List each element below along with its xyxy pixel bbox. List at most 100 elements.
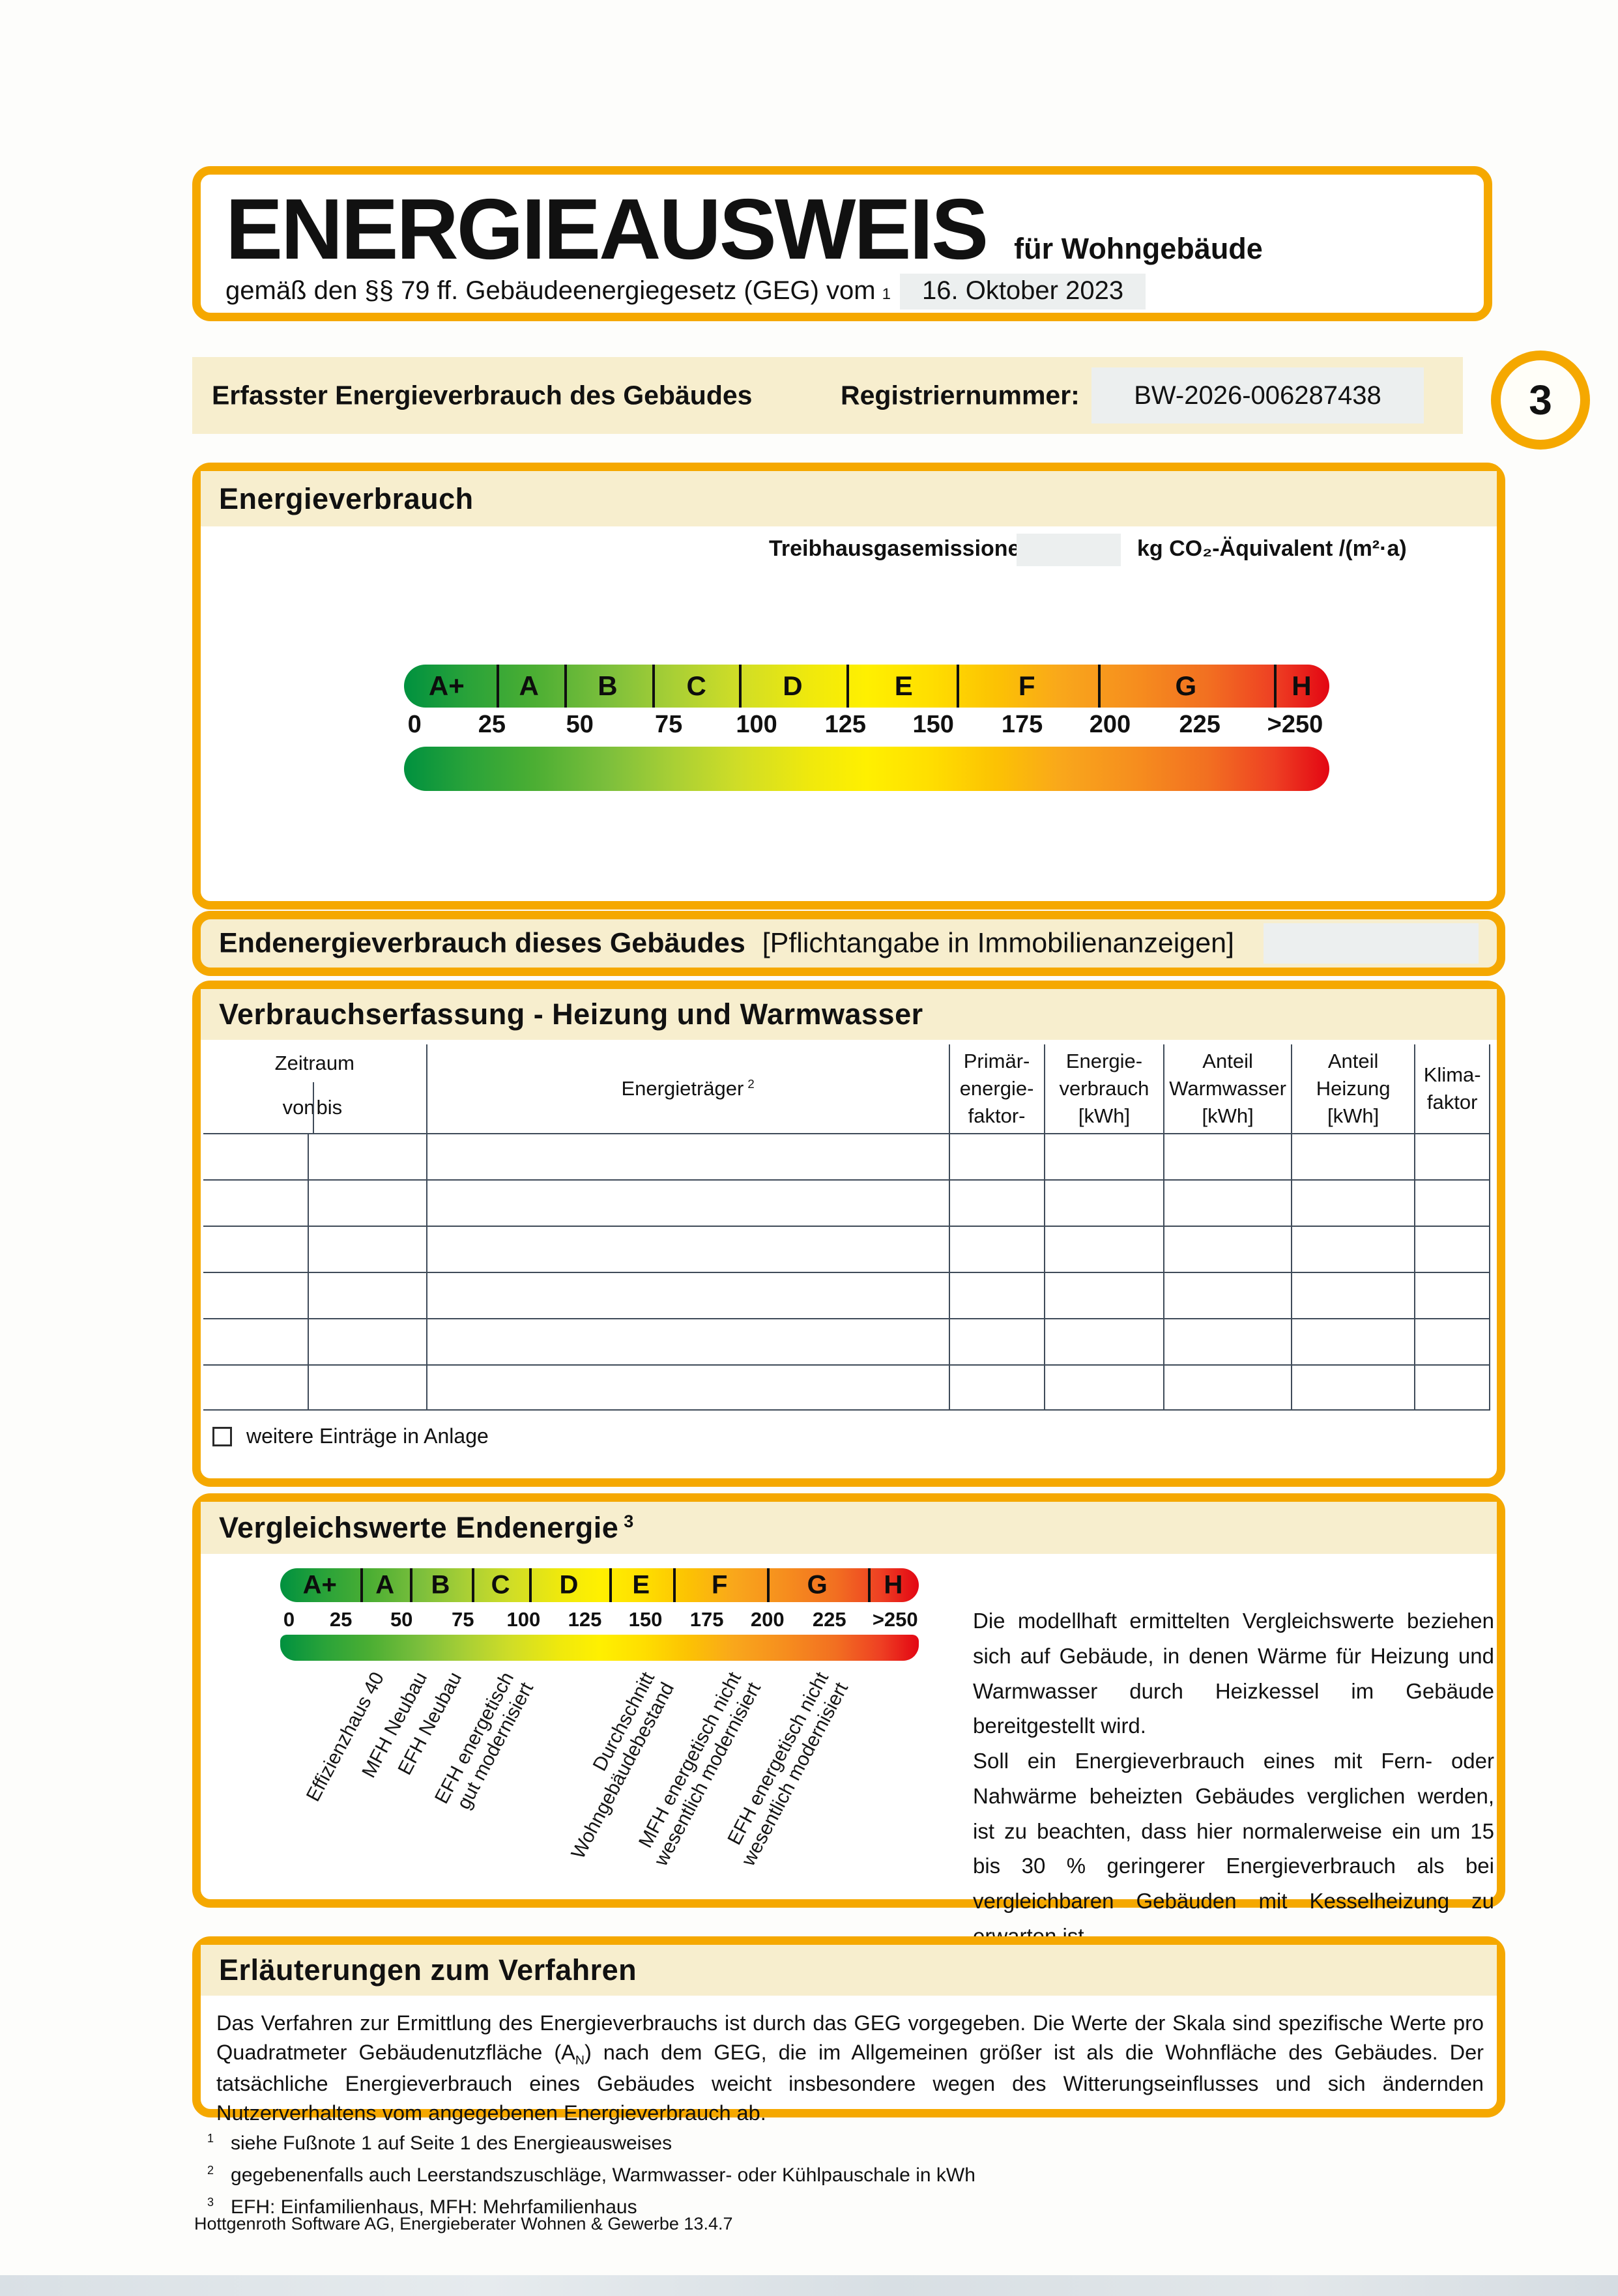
law-reference: gemäß den §§ 79 ff. Gebäudeenergiegesetz…: [225, 276, 876, 305]
section-header-bar: Erfasster Energieverbrauch des Gebäudes …: [192, 357, 1463, 434]
col-header-anteil-heizung: Anteil Heizung [kWh]: [1290, 1044, 1415, 1133]
scale-divider: [564, 665, 567, 708]
scale-tick: >250: [872, 1608, 918, 1631]
scale-tick: 125: [568, 1608, 602, 1631]
energieverbrauch-title: Energieverbrauch: [219, 481, 474, 515]
more-entries-label: weitere Einträge in Anlage: [246, 1424, 489, 1448]
scale-tick: 25: [329, 1608, 353, 1631]
scale-tick: 150: [912, 711, 954, 738]
table-cell: [426, 1272, 949, 1318]
table-cell: [948, 1179, 1044, 1226]
document-title: ENERGIEAUSWEIS: [225, 181, 989, 277]
scale-class-label: E: [632, 1570, 650, 1600]
scale-tick: 200: [750, 1608, 785, 1631]
scale-tick: 225: [1179, 711, 1221, 738]
verbrauchserfassung-header: Verbrauchserfassung - Heizung und Warmwa…: [201, 989, 1497, 1040]
scale-tick: 150: [628, 1608, 663, 1631]
table-cell: [1043, 1226, 1164, 1272]
document-title-suffix: für Wohngebäude: [1014, 232, 1263, 265]
scale-tick: 75: [452, 1608, 474, 1631]
page-number-badge: 3: [1491, 351, 1590, 450]
table-cell: [203, 1364, 308, 1411]
table-cell: [1163, 1364, 1291, 1411]
table-cell: [1414, 1364, 1490, 1411]
table-cell: [948, 1133, 1044, 1179]
ghg-unit: kg CO₂-Äquivalent /(m²·a): [1137, 536, 1407, 561]
energieverbrauch-box: Energieverbrauch Treibhausgasemissionen …: [192, 463, 1505, 910]
table-cell: [1290, 1272, 1415, 1318]
scale-divider: [956, 665, 959, 708]
table-cell: [426, 1364, 949, 1411]
comparison-scale-letter-band: A+ A B C D E F G H: [280, 1568, 919, 1602]
endenergie-title: Endenergieverbrauch dieses Gebäudes: [219, 927, 745, 959]
scale-class-label: C: [686, 670, 706, 701]
table-cell: [1163, 1226, 1291, 1272]
ghg-value-placeholder: [1017, 534, 1121, 566]
table-cell: [1043, 1318, 1164, 1364]
table-cell: [426, 1133, 949, 1179]
scale-divider: [1098, 665, 1101, 708]
scale-divider: [1273, 665, 1277, 708]
table-cell: [307, 1179, 426, 1226]
scale-divider: [739, 665, 742, 708]
table-cell: [1414, 1133, 1490, 1179]
col-header-primaerenergiefaktor: Primär- energie- faktor-: [948, 1044, 1044, 1133]
scale-divider: [360, 1568, 363, 1602]
energy-scale-letter-band: A+ A B C D E F G H: [404, 665, 1329, 708]
scale-class-label: A+: [302, 1570, 337, 1600]
table-cell: [1043, 1272, 1164, 1318]
energy-scale-gradient-band: [404, 747, 1329, 791]
scale-tick: 50: [566, 711, 594, 738]
col-header-energieverbrauch: Energie- verbrauch [kWh]: [1043, 1044, 1164, 1133]
scan-artifact-strip: [0, 2275, 1618, 2296]
table-cell: [307, 1318, 426, 1364]
scale-class-label: H: [1292, 670, 1312, 701]
scale-divider: [867, 1568, 871, 1602]
table-cell: [307, 1133, 426, 1179]
scale-tick: 50: [390, 1608, 413, 1631]
scale-class-label: F: [1018, 670, 1035, 701]
table-cell: [426, 1318, 949, 1364]
scale-tick: 0: [407, 711, 422, 738]
table-cell: [948, 1364, 1044, 1411]
table-cell: [203, 1272, 308, 1318]
table-cell: [1414, 1318, 1490, 1364]
erlaeuterungen-box: Erläuterungen zum Verfahren Das Verfahre…: [192, 1936, 1505, 2125]
footnote-1: 1 siehe Fußnote 1 auf Seite 1 des Energie…: [207, 2132, 672, 2154]
scale-class-label: H: [884, 1570, 903, 1600]
law-date: 16. Oktober 2023: [899, 274, 1146, 309]
table-cell: [426, 1179, 949, 1226]
table-cell: [203, 1226, 308, 1272]
verbrauchserfassung-title: Verbrauchserfassung - Heizung und Warmwa…: [219, 997, 923, 1031]
more-entries-checkbox[interactable]: [212, 1426, 232, 1446]
vergleichswerte-title: Vergleichswerte Endenergie 3: [219, 1511, 634, 1544]
scale-class-label: D: [559, 1570, 579, 1600]
col-header-energietraeger: Energieträger 2: [426, 1044, 949, 1133]
table-cell: [1290, 1133, 1415, 1179]
vergleichswerte-paragraph-1: Die modellhaft ermittelten Vergleichswer…: [973, 1609, 1494, 1738]
register-number-label: Registriernummer:: [841, 380, 1080, 410]
col-header-klimafaktor: Klima- faktor: [1414, 1044, 1490, 1133]
endenergie-value-placeholder: [1264, 923, 1479, 964]
col-header-von: von: [282, 1096, 315, 1119]
scale-divider: [846, 665, 849, 708]
footnote-3: 3 EFH: Einfamilienhaus, MFH: Mehrfamilien…: [207, 2196, 637, 2218]
table-cell: [203, 1179, 308, 1226]
table-cell: [307, 1364, 426, 1411]
scale-tick: 175: [1001, 711, 1043, 738]
table-cell: [1163, 1179, 1291, 1226]
register-number-value: BW-2026-006287438: [1091, 367, 1424, 423]
footnote-2: 2 gegebenenfalls auch Leerstandszuschläge…: [207, 2164, 975, 2186]
table-cell: [1163, 1318, 1291, 1364]
law-footnote-ref: 1: [882, 285, 891, 303]
table-cell: [1290, 1318, 1415, 1364]
col-header-anteil-warmwasser: Anteil Warmwasser [kWh]: [1163, 1044, 1291, 1133]
table-cell: [948, 1226, 1044, 1272]
scale-tick: >250: [1267, 711, 1323, 738]
scale-divider: [672, 1568, 676, 1602]
scale-tick: 100: [736, 711, 777, 738]
scale-tick: 100: [506, 1608, 541, 1631]
scale-class-label: G: [807, 1570, 828, 1600]
table-cell: [948, 1318, 1044, 1364]
erlaeuterungen-text: Das Verfahren zur Ermittlung des Energie…: [216, 2011, 1484, 2125]
